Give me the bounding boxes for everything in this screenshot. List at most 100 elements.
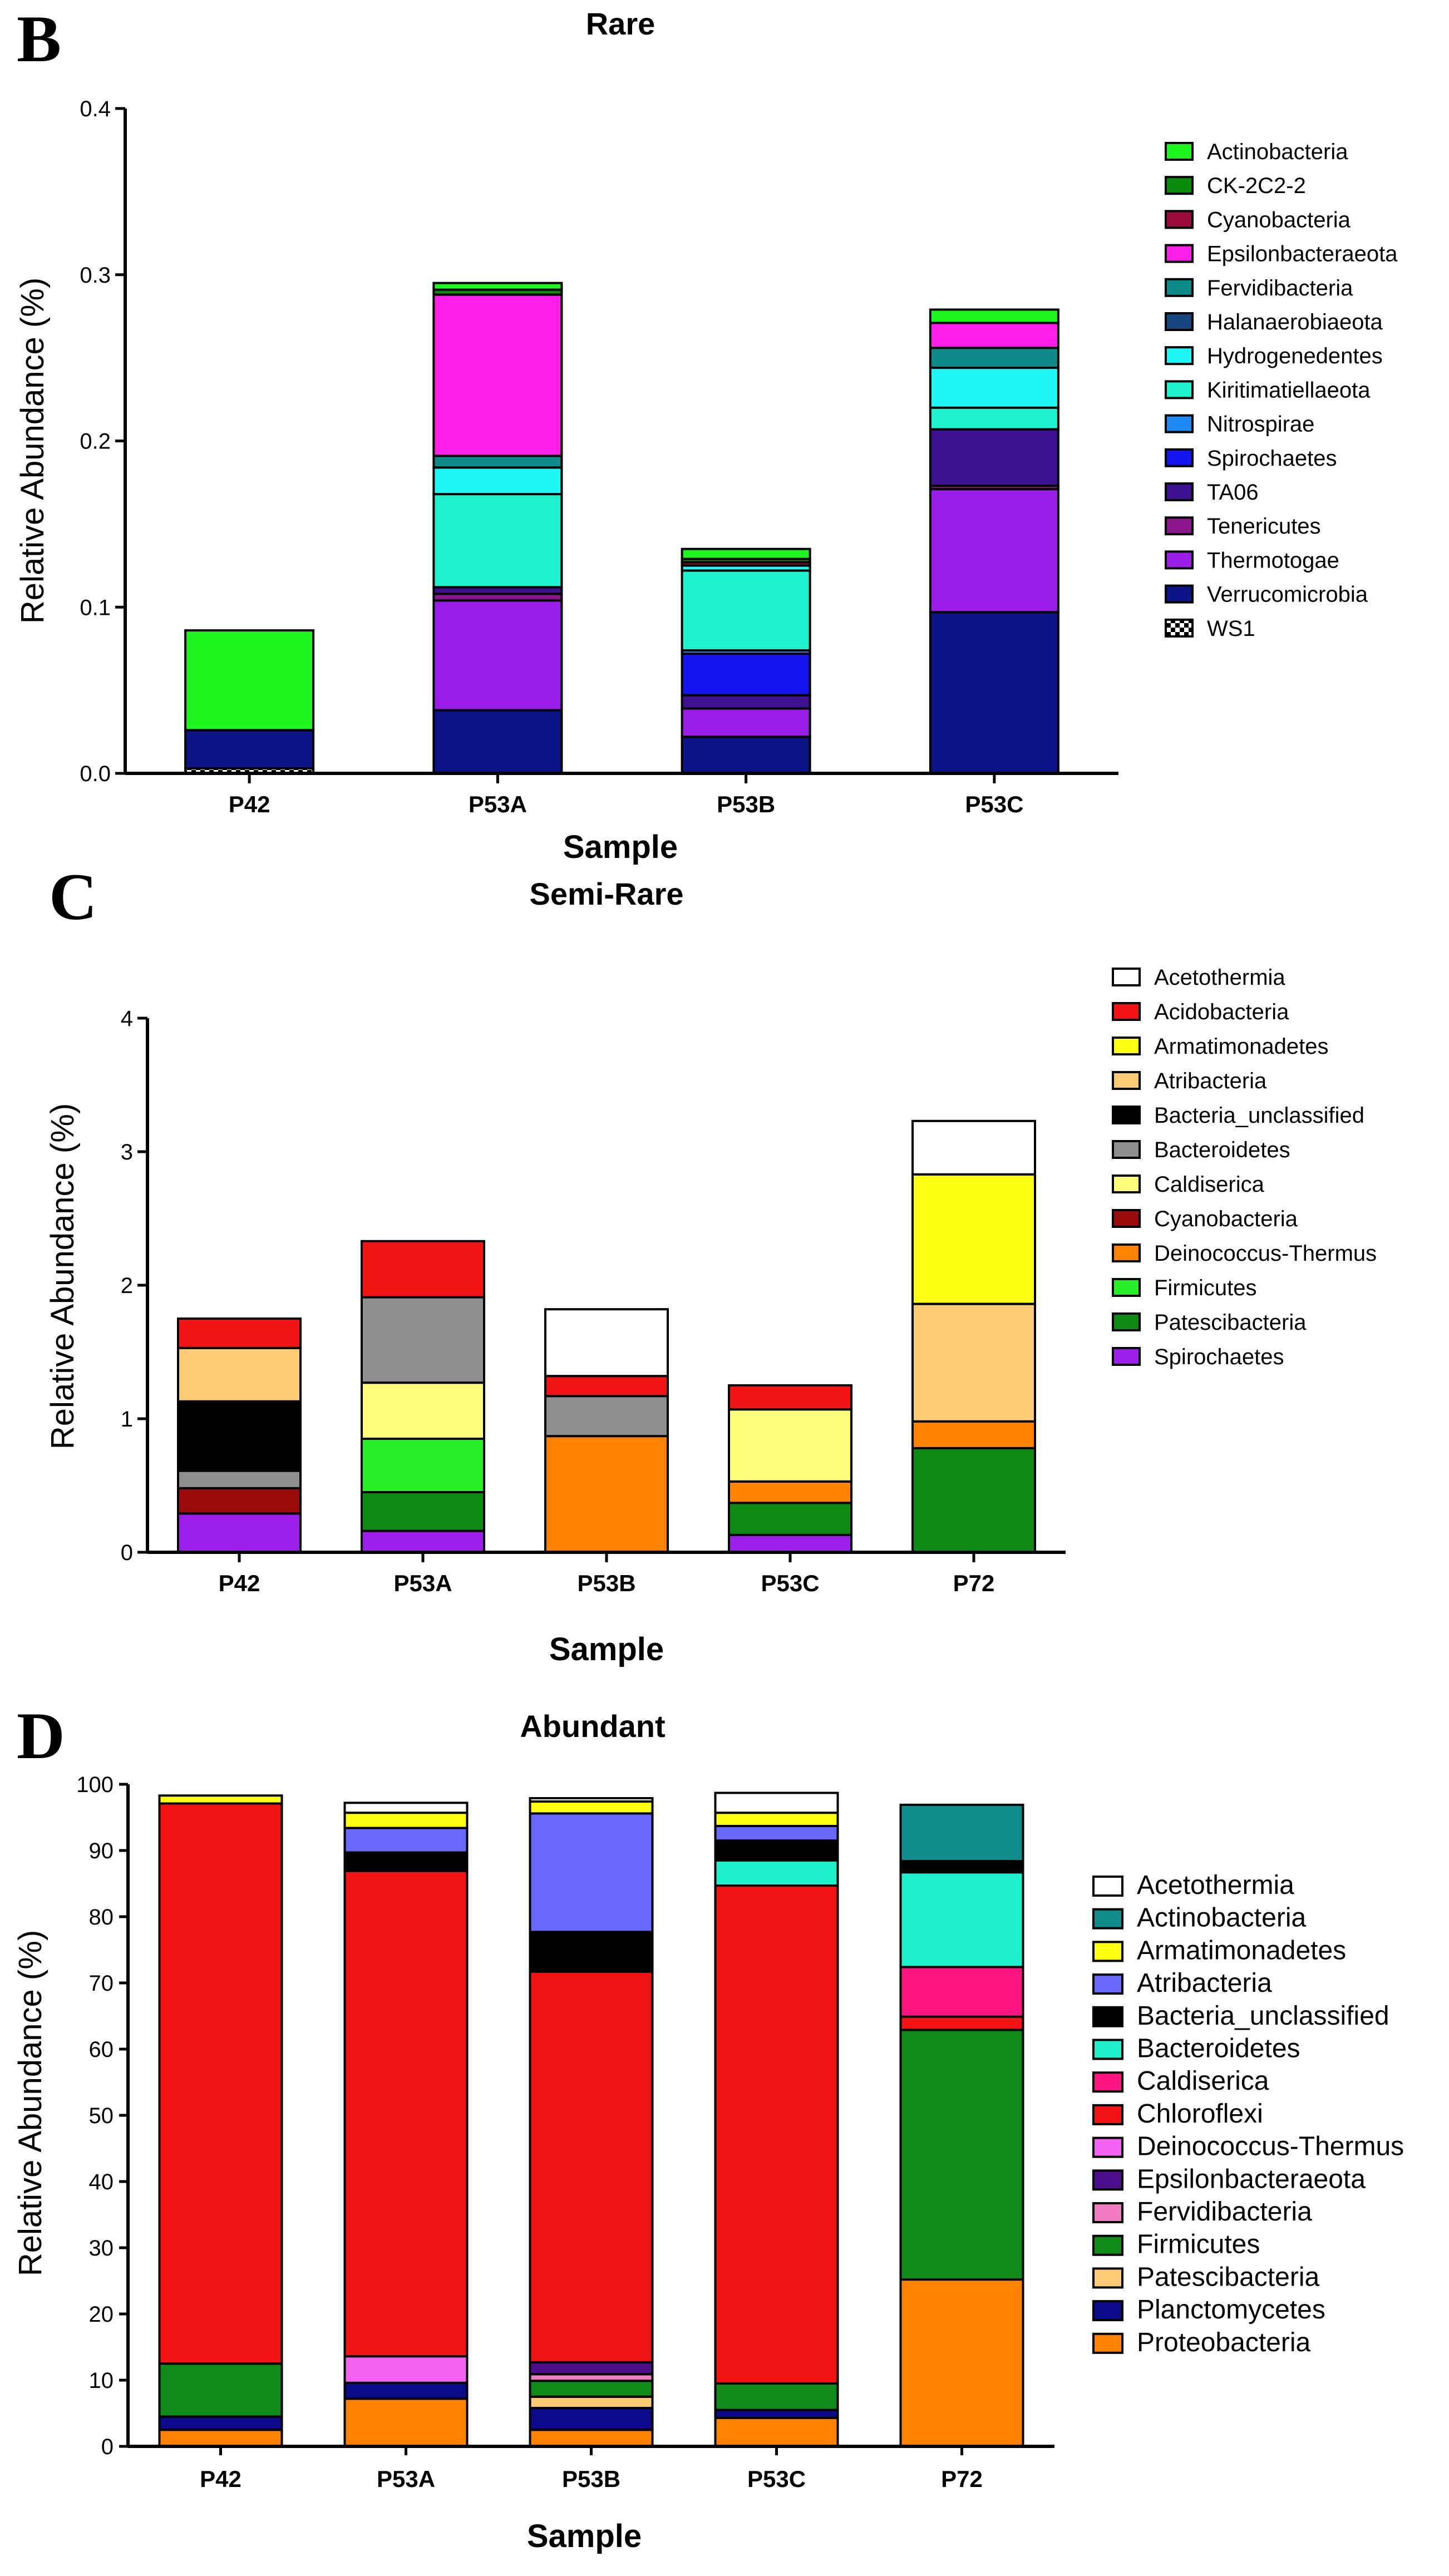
legend-entry-fervidibacteria: Fervidibacteria [1137,2197,1312,2227]
y-tick-label-40: 40 [89,2170,114,2194]
x-tick-label-p72: P72 [953,1570,995,1596]
bar-segment-bacteria-unclassified-p72 [899,1860,1024,1874]
legend-entry-ck-2c2-2: CK-2C2-2 [1207,174,1306,198]
chart-title-b: Rare [586,6,655,41]
bar-segment-atribacteria-p72 [911,1302,1036,1423]
bar-segment-bacteria-unclassified-p53a [343,1851,469,1872]
legend-entry-ws1: WS1 [1207,616,1255,641]
bar-segment-proteobacteria-p72 [899,2278,1024,2448]
x-tick-label-p53b: P53B [717,791,775,817]
bar-segment-thermotogae-p53a [432,599,563,712]
x-tick-label-p53c: P53C [965,791,1023,817]
legend-swatch-caldiserica [1112,1175,1141,1193]
bar-segment-firmicutes-p53c [714,2382,839,2411]
legend-swatch-kiritimatiellaeota [1165,380,1194,399]
x-tick-label-p53a: P53A [377,2466,435,2492]
bar-segment-epsilonbacteraeota-p53b [529,2361,654,2376]
bar-segment-chloroflexi-p72 [899,2015,1024,2031]
bar-segment-bacteroidetes-p53c [714,1859,839,1887]
bar-segment-patescibacteria-p53c [728,1502,852,1536]
legend-swatch-acidobacteria [1112,1002,1141,1021]
bar-segment-armatimonadetes-p72 [911,1173,1036,1305]
panel-letter-d: D [17,1699,65,1773]
legend-swatch-nitrospirae [1165,414,1194,433]
bar-segment-firmicutes-p53a [361,1438,485,1493]
x-tick-label-p53b: P53B [562,2466,620,2492]
bar-segment-acetothermia-p53b [544,1308,669,1378]
legend-entry-spirochaetes: Spirochaetes [1154,1345,1284,1369]
x-axis-label-b: Sample [563,829,678,865]
bar-segment-armatimonadetes-p53a [343,1812,469,1829]
bar-segment-acetothermia-p53a [343,1802,469,1814]
bar-segment-fervidibacteria-p53a [432,455,563,469]
legend-swatch-fervidibacteria [1165,278,1194,297]
legend-swatch-hydrogenedentes [1165,346,1194,366]
bar-segment-hydrogenedentes-p53a [432,466,563,496]
bar-segment-spirochaetes-p53a [361,1529,485,1554]
x-tick-label-p53c: P53C [761,1570,819,1596]
bar-segment-planctomycetes-p53c [714,2409,839,2419]
legend-swatch-caldiserica [1092,2071,1123,2093]
y-tick-label-4: 4 [121,1006,133,1031]
legend-swatch-atribacteria [1112,1071,1141,1090]
legend-entry-ta06: TA06 [1207,480,1259,505]
legend-swatch-bacteroidetes [1112,1140,1141,1159]
bar-segment-thermotogae-p53c [929,488,1059,614]
y-tick-label-3: 3 [121,1140,133,1164]
legend-swatch-cyanobacteria [1112,1209,1141,1228]
legend-swatch-cyanobacteria [1165,210,1194,229]
y-tick-label-100: 100 [76,1773,114,1797]
bar-segment-kiritimatiellaeota-p53c [929,406,1059,431]
bar-segment-thermotogae-p53b [681,707,811,738]
bar-segment-proteobacteria-p53b [529,2429,654,2447]
legend-swatch-acetothermia [1092,1876,1123,1897]
bar-segment-armatimonadetes-p42 [158,1794,283,1805]
legend-entry-armatimonadetes: Armatimonadetes [1137,1936,1346,1965]
bar-segment-chloroflexi-p53c [714,1884,839,2385]
legend-swatch-firmicutes [1092,2234,1123,2256]
legend-swatch-bacteria-unclassified [1092,2006,1123,2027]
bar-segment-armatimonadetes-p53b [529,1800,654,1815]
legend-entry-bacteroidetes: Bacteroidetes [1154,1138,1290,1162]
legend-swatch-firmicutes [1112,1278,1141,1297]
legend-swatch-chloroflexi [1092,2104,1123,2125]
legend-entry-spirochaetes: Spirochaetes [1207,446,1337,471]
chart-title-c: Semi-Rare [529,876,683,911]
legend-entry-bacteria-unclassified: Bacteria_unclassified [1154,1103,1364,1128]
bar-segment-patescibacteria-p53b [529,2395,654,2409]
x-tick-label-p42: P42 [229,791,270,817]
bar-segment-epsilonbacteraeota-p53a [432,293,563,457]
bar-segment-bacteroidetes-p53b [544,1395,669,1438]
legend-entry-atribacteria: Atribacteria [1137,1968,1272,1998]
bar-segment-spirochaetes-p53b [681,652,811,697]
legend-entry-tenericutes: Tenericutes [1207,514,1321,539]
bar-segment-ta06-p53c [929,428,1059,487]
bar-segment-patescibacteria-p53a [361,1491,485,1532]
bar-segment-verrucomicrobia-p53a [432,709,563,774]
legend-entry-epsilonbacteraeota: Epsilonbacteraeota [1137,2164,1366,2194]
legend-entry-hydrogenedentes: Hydrogenedentes [1207,344,1383,368]
plot-area-d: P42 P53A P53B P53C P72 0 10 20 30 40 50 60 70 80 90 100 [76,1773,1054,2492]
legend-swatch-deinococcus-thermus [1112,1243,1141,1262]
y-tick-label-80: 80 [89,1905,114,1929]
x-tick-label-p53a: P53A [393,1570,452,1596]
bar-segment-acidobacteria-p53c [728,1384,852,1411]
bar-segment-bacteroidetes-p53a [361,1296,485,1384]
chart-title-d: Abundant [520,1709,665,1744]
plot-area-b: P42 P53A P53B P53C 0.0 0.1 0.2 0.3 0.4 [80,97,1118,817]
y-tick-label-0: 0 [101,2435,114,2459]
bar-segment-deinococcus-thermus-p53c [728,1480,852,1504]
legend-entry-patescibacteria: Patescibacteria [1137,2262,1319,2292]
x-tick-label-p53b: P53B [577,1570,635,1596]
legend-entry-bacteroidetes: Bacteroidetes [1137,2034,1300,2064]
legend-swatch-verrucomicrobia [1165,584,1194,604]
bar-segment-hydrogenedentes-p53c [929,367,1059,409]
bar-segment-acetothermia-p53c [714,1792,839,1814]
legend-swatch-planctomycetes [1092,2300,1123,2322]
bar-segment-actinobacteria-p53c [929,308,1059,324]
legend-entry-fervidibacteria: Fervidibacteria [1207,276,1353,300]
x-tick-label-p53a: P53A [469,791,527,817]
legend-entry-caldiserica: Caldiserica [1154,1172,1265,1197]
legend-entry-epsilonbacteraeota: Epsilonbacteraeota [1207,242,1398,267]
legend-b: Actinobacteria CK-2C2-2 Cyanobacteria Epsil… [1165,140,1398,641]
